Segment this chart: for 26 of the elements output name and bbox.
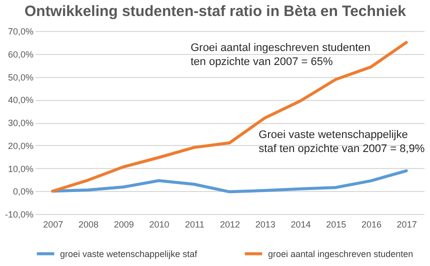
y-tick-label: 60,0% bbox=[8, 49, 34, 60]
x-tick-label: 2013 bbox=[255, 220, 276, 230]
x-tick-label: 2009 bbox=[114, 220, 134, 230]
x-tick-label: 2012 bbox=[220, 220, 240, 230]
y-tick-label: 70,0% bbox=[8, 26, 34, 36]
x-tick-label: 2007 bbox=[43, 220, 64, 230]
x-tick-label: 2011 bbox=[184, 220, 204, 230]
x-tick-label: 2017 bbox=[396, 220, 417, 230]
y-tick-label: 0,0% bbox=[12, 186, 34, 197]
x-tick-label: 2015 bbox=[326, 220, 346, 230]
y-tick-label: 40,0% bbox=[8, 95, 34, 106]
legend-label: groei vaste wetenschappelijke staf bbox=[60, 248, 198, 259]
y-tick-label: 10,0% bbox=[8, 164, 34, 174]
y-tick-label: 50,0% bbox=[8, 72, 34, 82]
x-tick-label: 2014 bbox=[290, 220, 311, 230]
y-tick-label: 20,0% bbox=[8, 140, 34, 151]
legend-label: groei aantal ingeschreven studenten bbox=[268, 248, 414, 259]
y-tick-label: -10,0% bbox=[4, 210, 34, 220]
x-tick-label: 2008 bbox=[78, 220, 99, 230]
line-series bbox=[51, 169, 408, 194]
annotation: Groei aantal ingeschreven studenten ten opzichte van 2007 = 65% bbox=[190, 42, 370, 68]
chart-title: Ontwikkeling studenten-staf ratio in Bèta en Techniek bbox=[24, 3, 407, 20]
x-tick-label: 2010 bbox=[149, 220, 170, 230]
y-tick-label: 30,0% bbox=[8, 118, 34, 128]
annotation: Groei vaste wetenschappelijke staf ten opzichte van 2007 = 8,9% bbox=[258, 128, 425, 155]
x-tick-label: 2016 bbox=[361, 220, 382, 230]
